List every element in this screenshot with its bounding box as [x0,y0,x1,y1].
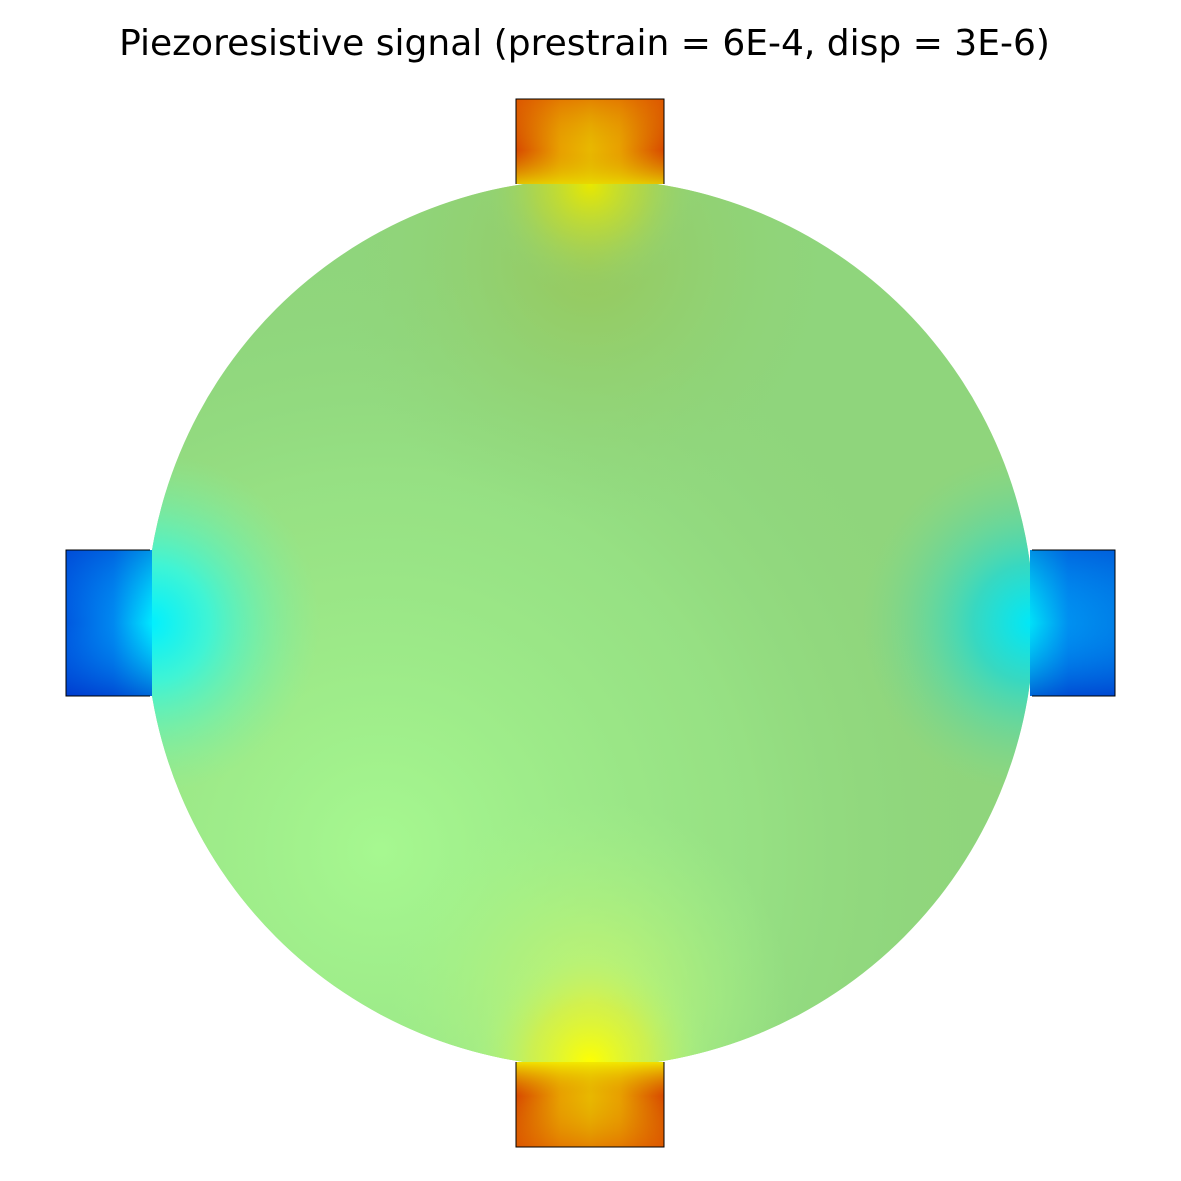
contact-left [65,549,152,697]
contact-bottom [515,1062,665,1148]
circular-membrane [146,179,1034,1067]
plot-title: Piezoresistive signal (prestrain = 6E-4,… [119,23,1050,64]
contact-top [515,98,665,184]
contact-right [1030,549,1116,697]
